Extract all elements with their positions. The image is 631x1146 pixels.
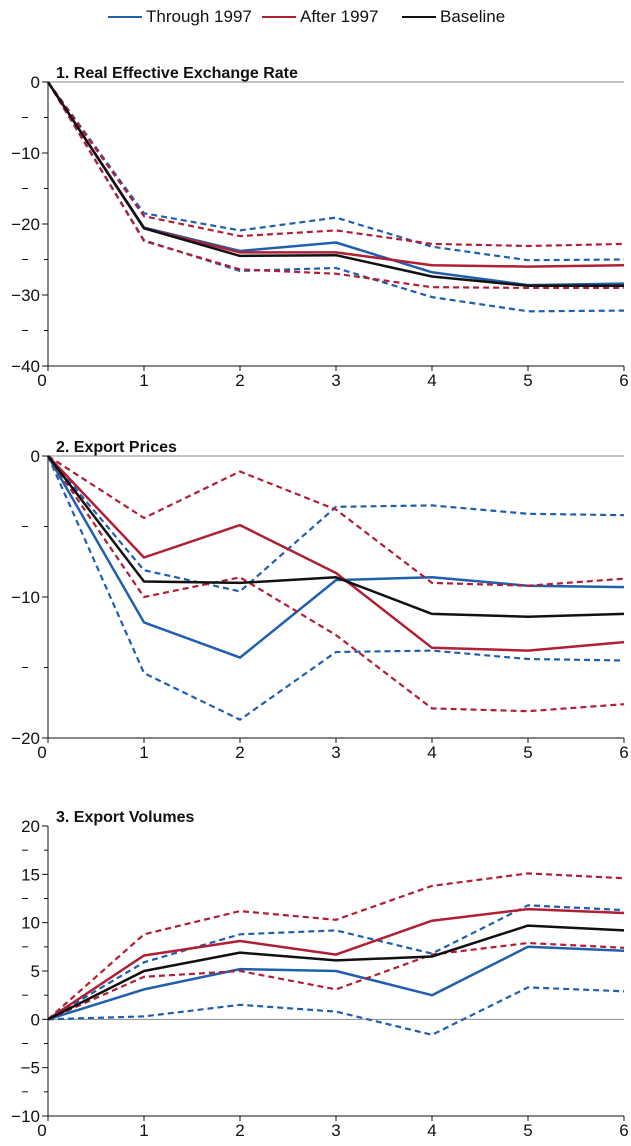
x-tick-label: 1 (139, 743, 148, 762)
series-line-band (46, 455, 625, 721)
x-tick-label: 4 (427, 1121, 436, 1140)
y-tick-label: −10 (11, 1107, 40, 1126)
panel-title: 1. Real Effective Exchange Rate (56, 65, 298, 82)
series-line-band (47, 872, 625, 1021)
x-tick-label: 1 (139, 1121, 148, 1140)
series-line-band (47, 455, 625, 587)
x-tick-label: 6 (619, 1121, 628, 1140)
x-tick-label: 3 (331, 371, 340, 390)
legend-item: Baseline (402, 4, 505, 30)
x-tick-label: 1 (139, 371, 148, 390)
y-tick-label: −10 (11, 588, 40, 607)
series-line-band (47, 455, 625, 593)
y-tick-label: 5 (31, 962, 40, 981)
y-tick-label: −5 (21, 1059, 40, 1078)
legend-swatch (262, 16, 296, 18)
series-line-baseline (47, 455, 625, 618)
series-line-band (47, 81, 625, 313)
series-line-through-1997 (46, 455, 625, 659)
x-tick-label: 5 (523, 371, 532, 390)
series-line-band (47, 455, 625, 713)
series-line-after-1997 (47, 907, 625, 1021)
series-line-band (47, 904, 625, 1021)
x-tick-label: 3 (331, 1121, 340, 1140)
series-line-after-1997 (47, 455, 625, 652)
x-tick-label: 5 (523, 1121, 532, 1140)
y-tick-label: 0 (31, 447, 40, 466)
panel-title: 3. Export Volumes (56, 809, 195, 826)
legend-label: After 1997 (300, 7, 379, 26)
series-line-after-1997 (46, 81, 625, 268)
legend-label: Baseline (440, 7, 506, 26)
y-tick-label: −20 (11, 215, 40, 234)
y-tick-label: −40 (11, 357, 40, 376)
x-tick-label: 6 (619, 371, 628, 390)
y-tick-label: 0 (31, 1010, 40, 1029)
legend: Through 1997 After 1997 Baseline (0, 4, 631, 30)
series-line-band (47, 986, 625, 1036)
x-tick-label: 3 (331, 743, 340, 762)
x-tick-label: 2 (235, 743, 244, 762)
panel-title: 2. Export Prices (56, 439, 177, 456)
x-tick-label: 6 (619, 743, 628, 762)
legend-item: Through 1997 (108, 4, 252, 30)
y-tick-label: 0 (31, 73, 40, 92)
y-tick-label: 15 (21, 865, 40, 884)
series-line-through-1997 (47, 945, 625, 1021)
x-tick-label: 2 (235, 371, 244, 390)
panel-1: 0−10−20−30−400 1 2 3 4 5 61. Real Effective Ex… (11, 65, 629, 390)
y-tick-label: −20 (11, 729, 40, 748)
legend-swatch (108, 16, 142, 18)
x-tick-label: 0 (37, 371, 46, 390)
x-tick-label: 5 (523, 743, 532, 762)
x-tick-label: 4 (427, 743, 436, 762)
x-tick-label: 0 (37, 1121, 46, 1140)
y-tick-label: −30 (11, 286, 40, 305)
series-line-baseline (47, 924, 625, 1021)
legend-item: After 1997 (262, 4, 378, 30)
x-tick-label: 0 (37, 743, 46, 762)
series-line-band (47, 81, 624, 289)
x-tick-label: 2 (235, 1121, 244, 1140)
series-line-band (47, 81, 625, 262)
legend-label: Through 1997 (146, 7, 252, 26)
series-line-baseline (46, 81, 624, 288)
legend-swatch (402, 16, 436, 18)
series-line-band (47, 941, 625, 1021)
panel-2: 0−10−200 1 2 3 4 5 62. Export Prices (11, 439, 629, 762)
y-tick-label: 20 (21, 817, 40, 836)
y-tick-label: 10 (21, 914, 40, 933)
series-line-band (47, 81, 625, 248)
y-tick-label: −10 (11, 144, 40, 163)
x-tick-label: 4 (427, 371, 436, 390)
